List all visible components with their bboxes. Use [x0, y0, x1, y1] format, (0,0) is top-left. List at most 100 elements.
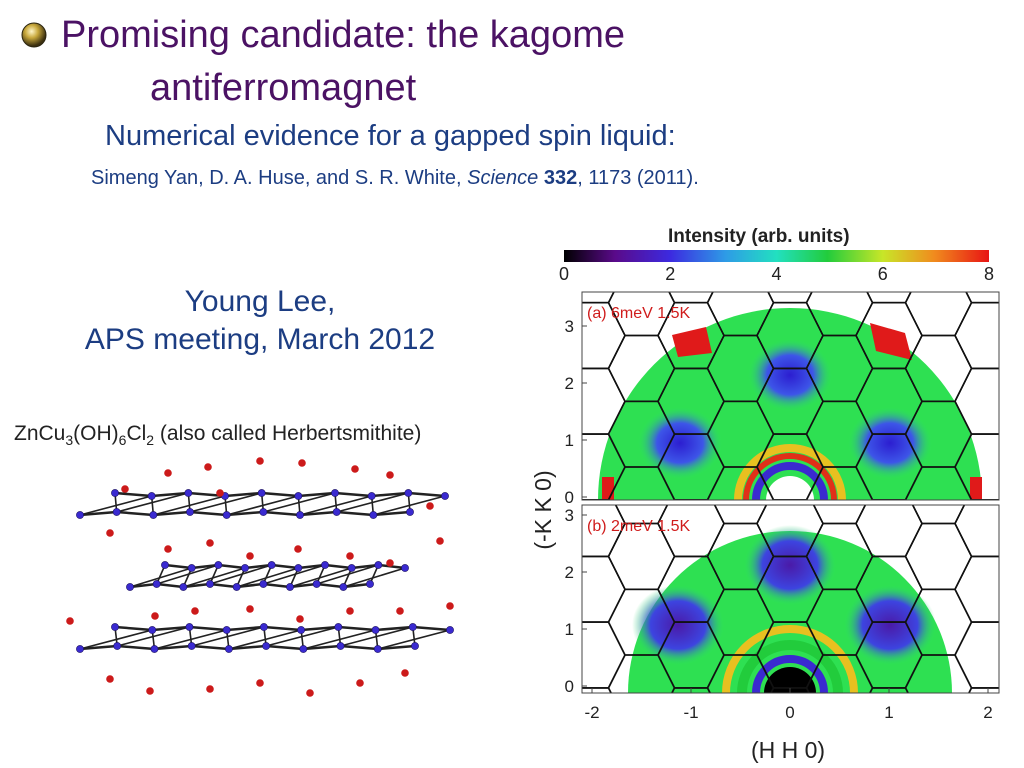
- talk-reference: Young Lee, APS meeting, March 2012: [20, 283, 500, 359]
- copper-atom: [441, 492, 449, 500]
- oxygen-atom: [306, 689, 314, 697]
- copper-atom: [112, 508, 121, 516]
- copper-atom: [150, 645, 159, 653]
- copper-atom: [339, 583, 348, 591]
- x-tick-label: -2: [584, 703, 599, 722]
- crystal-structure-image: [66, 457, 454, 697]
- copper-atom: [366, 580, 374, 588]
- copper-atom: [111, 489, 119, 497]
- copper-atom: [206, 580, 214, 588]
- citation-volume: 332: [543, 167, 578, 189]
- brillouin-zone-hexagon: [954, 367, 999, 435]
- copper-atom: [371, 626, 380, 634]
- colorbar-tick-label: 4: [771, 264, 781, 284]
- brillouin-zone-hexagon: [955, 215, 1020, 237]
- brillouin-zone-hexagon: [954, 555, 999, 623]
- crystal-formula: ZnCu3(OH)6Cl2 (also called Herbertsmithi…: [14, 422, 422, 449]
- copper-atom: [446, 626, 454, 634]
- brillouin-zone-hexagon: [1005, 215, 1021, 270]
- oxygen-atom: [216, 489, 224, 497]
- bullet-icon: [21, 22, 47, 48]
- copper-atom: [312, 580, 321, 588]
- brillouin-zone-hexagon: [1005, 524, 1021, 590]
- copper-atom: [408, 623, 417, 631]
- oxygen-atom: [296, 615, 304, 623]
- oxygen-atom: [386, 471, 394, 479]
- y-axis-label: (-K K 0): [530, 470, 556, 549]
- copper-atom: [332, 508, 341, 516]
- copper-atom: [334, 623, 343, 631]
- brillouin-zone-hexagon: [1005, 401, 1021, 467]
- oxygen-atom: [256, 679, 264, 687]
- brillouin-zone-hexagon: [904, 292, 973, 337]
- oxygen-atom: [164, 469, 172, 477]
- copper-atom: [373, 645, 382, 653]
- x-tick-label: 1: [884, 703, 893, 722]
- copper-atom: [257, 489, 266, 497]
- copper-atom: [347, 564, 356, 572]
- brillouin-zone-hexagon: [1005, 392, 1021, 458]
- oxygen-atom: [356, 679, 364, 687]
- brillouin-zone-hexagon: [1005, 326, 1021, 392]
- colorbar: [564, 250, 989, 262]
- y-tick-label-a: 1: [565, 431, 574, 450]
- x-tick-label: -1: [683, 703, 698, 722]
- talk-speaker: Young Lee,: [184, 285, 336, 318]
- copper-atom: [187, 564, 196, 572]
- copper-atom: [222, 511, 231, 519]
- oxygen-atom: [106, 529, 114, 537]
- neutron-scattering-figure: Intensity (arb. units) 0 2 4 6 8 (a) 6meV 1.…: [530, 215, 1021, 763]
- oxygen-atom: [206, 539, 214, 547]
- oxygen-atom: [401, 669, 409, 677]
- brillouin-zone-hexagon: [1005, 270, 1021, 336]
- oxygen-atom: [386, 559, 394, 567]
- oxygen-atom: [106, 675, 114, 683]
- slide-title-line1: Promising candidate: the kagome: [61, 14, 625, 56]
- copper-atom: [187, 642, 196, 650]
- copper-atom: [152, 580, 161, 588]
- copper-atom: [179, 583, 188, 591]
- oxygen-atom: [66, 617, 74, 625]
- copper-atom: [411, 642, 419, 650]
- copper-atom: [259, 508, 268, 516]
- x-tick-label: 0: [785, 703, 794, 722]
- copper-atom: [222, 626, 231, 634]
- copper-atom: [224, 645, 233, 653]
- brillouin-zone-hexagon: [954, 433, 999, 500]
- copper-atom: [367, 492, 376, 500]
- y-tick-label-b: 1: [565, 620, 574, 639]
- slide-subtitle: Numerical evidence for a gapped spin liq…: [105, 120, 676, 152]
- oxygen-atom: [396, 607, 404, 615]
- citation-authors: Simeng Yan, D. A. Huse, and S. R. White,: [91, 167, 468, 189]
- colorbar-tick-label: 2: [665, 264, 675, 284]
- oxygen-atom: [426, 502, 434, 510]
- copper-atom: [259, 580, 268, 588]
- copper-atom: [214, 561, 223, 569]
- copper-atom: [184, 489, 193, 497]
- oxygen-atom: [351, 465, 359, 473]
- copper-atom: [148, 626, 157, 634]
- copper-atom: [321, 561, 329, 569]
- brillouin-zone-hexagon: [954, 505, 999, 558]
- oxygen-atom: [346, 552, 354, 560]
- y-tick-label-a: 2: [565, 374, 574, 393]
- citation-pages: , 1173 (2011).: [577, 167, 699, 189]
- copper-atom: [185, 623, 194, 631]
- brillouin-zone-hexagon: [954, 301, 999, 370]
- panel-a-label: (a) 6meV 1.5K: [587, 305, 690, 322]
- oxygen-atom: [204, 463, 212, 471]
- copper-atom: [126, 583, 134, 591]
- copper-atom: [369, 511, 378, 519]
- citation: Simeng Yan, D. A. Huse, and S. R. White,…: [91, 167, 699, 190]
- citation-journal: Science: [467, 167, 539, 189]
- copper-atom: [267, 561, 276, 569]
- brillouin-zone-hexagon: [904, 522, 973, 591]
- y-tick-label-b: 3: [565, 506, 574, 525]
- copper-atom: [296, 511, 304, 519]
- oxygen-atom: [191, 607, 199, 615]
- copper-atom: [401, 564, 409, 572]
- oxygen-atom: [206, 685, 214, 693]
- copper-atom: [241, 564, 249, 572]
- colorbar-tick-label: 6: [878, 264, 888, 284]
- copper-atom: [149, 511, 158, 519]
